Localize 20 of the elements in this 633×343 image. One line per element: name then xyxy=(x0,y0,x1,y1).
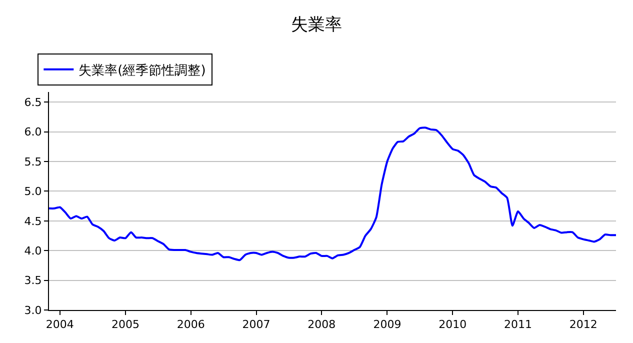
y-tick-label: 3.5 xyxy=(24,274,42,288)
x-tick-label: 2010 xyxy=(438,318,467,332)
x-tick-label: 2007 xyxy=(242,318,270,332)
y-tick-label: 4.5 xyxy=(24,214,42,228)
x-tick-label: 2012 xyxy=(569,318,598,332)
legend-label: 失業率(經季節性調整) xyxy=(78,62,206,78)
x-tick-label: 2004 xyxy=(46,318,74,332)
y-tick-label: 6.5 xyxy=(24,96,42,109)
x-tick-label: 2009 xyxy=(373,318,402,332)
x-tick-label: 2008 xyxy=(308,318,336,332)
y-tick-label: 6.0 xyxy=(24,126,42,139)
x-tick-label: 2005 xyxy=(112,318,140,332)
y-tick-label: 5.5 xyxy=(24,155,42,168)
x-tick-label: 2011 xyxy=(504,318,532,332)
chart-title: 失業率 xyxy=(291,14,342,35)
y-tick-label: 4.0 xyxy=(24,244,42,258)
y-tick-label: 3.0 xyxy=(24,304,42,317)
x-tick-label: 2006 xyxy=(176,318,205,332)
line-series xyxy=(49,126,616,262)
y-tick-label: 5.0 xyxy=(24,185,42,198)
